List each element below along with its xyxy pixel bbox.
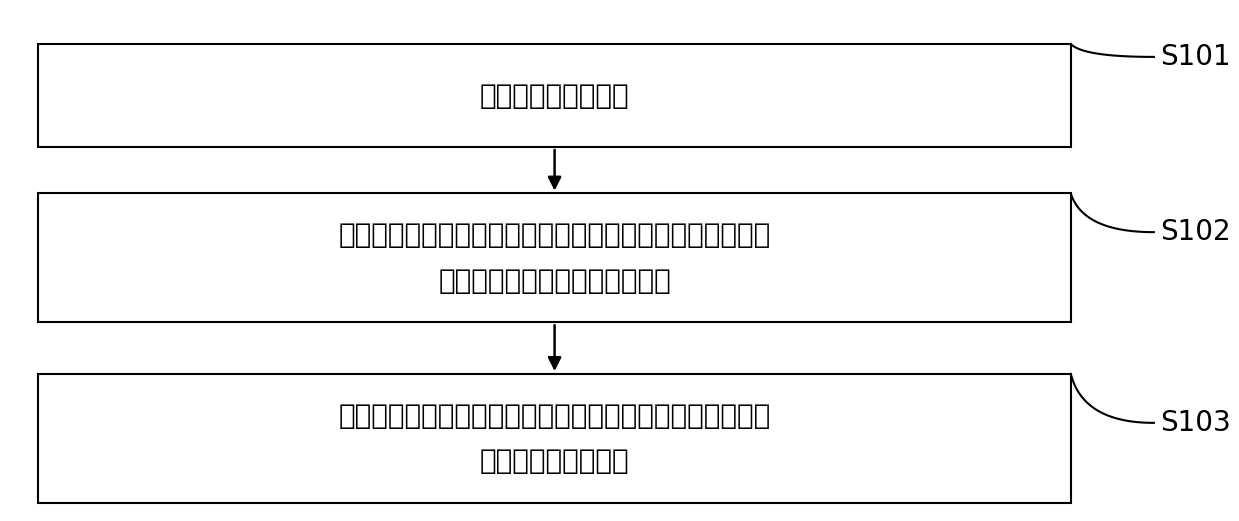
Text: S102: S102 bbox=[1160, 218, 1230, 246]
Text: 接收行李的属性信息: 接收行李的属性信息 bbox=[479, 82, 629, 109]
Text: 利用属于同一航班的行李的属性信息，计算得到行李在部署
节点的行李处理效率: 利用属于同一航班的行李的属性信息，计算得到行李在部署 节点的行李处理效率 bbox=[338, 402, 771, 475]
Text: S101: S101 bbox=[1160, 43, 1230, 71]
FancyBboxPatch shape bbox=[38, 374, 1070, 503]
Text: 利用行李的唯一标识，从接收到的行李的属性信息中识别出
属于同一航班的行李的属性信息: 利用行李的唯一标识，从接收到的行李的属性信息中识别出 属于同一航班的行李的属性信… bbox=[338, 221, 771, 295]
FancyBboxPatch shape bbox=[38, 193, 1070, 322]
FancyBboxPatch shape bbox=[38, 44, 1070, 147]
Text: S103: S103 bbox=[1160, 409, 1230, 437]
